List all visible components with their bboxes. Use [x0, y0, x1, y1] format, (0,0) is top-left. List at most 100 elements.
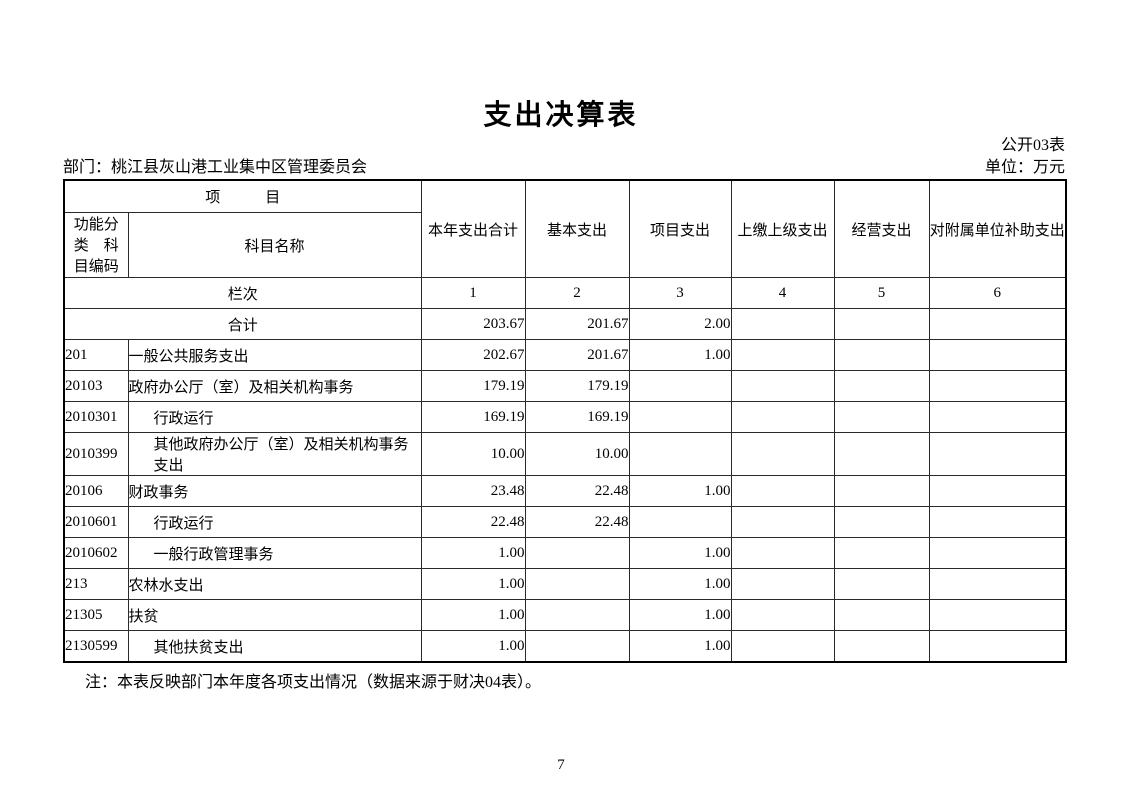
row-value-cell	[833, 630, 930, 663]
row-value-cell	[730, 401, 835, 433]
lanci-label-cell: 栏次	[63, 277, 422, 309]
row-code-cell: 20103	[63, 370, 129, 402]
row-value-cell	[928, 370, 1067, 402]
row-value-cell: 1.00	[420, 630, 526, 663]
row-value-cell	[928, 537, 1067, 569]
row-name-cell: 一般行政管理事务	[127, 537, 422, 569]
row-value-cell	[730, 630, 835, 663]
row-name-cell: 其他政府办公厅（室）及相关机构事务支出	[127, 432, 422, 476]
row-name-cell: 一般公共服务支出	[127, 339, 422, 371]
total-value-cell: 203.67	[420, 308, 526, 340]
table-note: 注：本表反映部门本年度各项支出情况（数据来源于财决04表）。	[85, 674, 542, 691]
row-value-cell: 22.48	[420, 506, 526, 538]
lanci-number-cell: 6	[928, 277, 1067, 309]
row-value-cell	[628, 370, 732, 402]
row-value-cell: 202.67	[420, 339, 526, 371]
table-code-label: 公开03表	[1000, 137, 1065, 154]
row-value-cell: 1.00	[420, 599, 526, 631]
page-number: 7	[557, 757, 565, 773]
row-value-cell	[730, 568, 835, 600]
row-name-cell: 政府办公厅（室）及相关机构事务	[127, 370, 422, 402]
table-row: 2010399 其他政府办公厅（室）及相关机构事务支出 10.00 10.00	[63, 432, 1067, 476]
row-value-cell	[833, 432, 930, 476]
table-row: 2010602 一般行政管理事务 1.00 1.00	[63, 537, 1067, 569]
lanci-number-cell: 4	[730, 277, 835, 309]
row-value-cell	[730, 506, 835, 538]
row-code-cell: 2010301	[63, 401, 129, 433]
row-code-cell: 21305	[63, 599, 129, 631]
header-subject-name: 科目名称	[127, 212, 422, 278]
header-basic-expenditure: 基本支出	[524, 179, 630, 278]
table-row: 2130599 其他扶贫支出 1.00 1.00	[63, 630, 1067, 663]
header-project-expenditure: 项目支出	[628, 179, 732, 278]
row-value-cell	[524, 630, 630, 663]
header-operating-expenditure: 经营支出	[833, 179, 930, 278]
row-value-cell	[928, 599, 1067, 631]
meta-row: 部门：桃江县灰山港工业集中区管理委员会 单位：万元	[63, 157, 1065, 178]
row-name-cell: 行政运行	[127, 506, 422, 538]
lanci-number-cell: 3	[628, 277, 732, 309]
unit-label: 单位：万元	[984, 159, 1065, 176]
table-row: 20103 政府办公厅（室）及相关机构事务 179.19 179.19	[63, 370, 1067, 402]
total-value-cell	[833, 308, 930, 340]
row-value-cell	[833, 537, 930, 569]
total-label-cell: 合计	[63, 308, 422, 340]
total-row: 合计 203.67 201.67 2.00	[63, 308, 1067, 340]
row-value-cell: 169.19	[524, 401, 630, 433]
row-value-cell: 1.00	[628, 630, 732, 663]
row-value-cell	[524, 568, 630, 600]
table-row: 2010601 行政运行 22.48 22.48	[63, 506, 1067, 538]
header-subsidy-expenditure: 对附属单位补助支出	[928, 179, 1067, 278]
row-value-cell	[730, 599, 835, 631]
row-value-cell	[928, 339, 1067, 371]
header-project-group: 项 目	[63, 179, 422, 213]
lanci-number-cell: 5	[833, 277, 930, 309]
row-value-cell: 23.48	[420, 475, 526, 507]
row-value-cell	[833, 339, 930, 371]
row-value-cell	[833, 568, 930, 600]
row-value-cell	[628, 506, 732, 538]
header-upward-payment: 上缴上级支出	[730, 179, 835, 278]
row-value-cell	[628, 401, 732, 433]
row-code-cell: 20106	[63, 475, 129, 507]
row-value-cell	[524, 599, 630, 631]
column-index-row: 栏次 1 2 3 4 5 6	[63, 277, 1067, 309]
header-function-code: 功能分 类 科 目编码	[63, 212, 129, 278]
row-name-cell: 扶贫	[127, 599, 422, 631]
department-label: 部门：桃江县灰山港工业集中区管理委员会	[63, 159, 368, 176]
row-value-cell	[928, 630, 1067, 663]
row-code-cell: 2010601	[63, 506, 129, 538]
row-name-cell: 行政运行	[127, 401, 422, 433]
row-value-cell	[833, 370, 930, 402]
row-value-cell	[928, 568, 1067, 600]
page-title: 支出决算表	[483, 100, 639, 131]
row-value-cell	[928, 401, 1067, 433]
table-row: 2010301 行政运行 169.19 169.19	[63, 401, 1067, 433]
row-value-cell: 1.00	[628, 568, 732, 600]
row-code-cell: 201	[63, 339, 129, 371]
row-value-cell	[833, 599, 930, 631]
expenditure-table: 项 目 本年支出合计 基本支出 项目支出 上缴上级支出 经营支出 对附属单位补助…	[63, 179, 1068, 663]
table-row: 20106 财政事务 23.48 22.48 1.00	[63, 475, 1067, 507]
row-name-cell: 农林水支出	[127, 568, 422, 600]
row-code-cell: 2010399	[63, 432, 129, 476]
row-value-cell	[833, 506, 930, 538]
row-value-cell	[730, 370, 835, 402]
row-value-cell: 10.00	[420, 432, 526, 476]
total-value-cell	[730, 308, 835, 340]
total-value-cell: 2.00	[628, 308, 732, 340]
row-value-cell	[730, 432, 835, 476]
row-value-cell: 1.00	[420, 537, 526, 569]
lanci-number-cell: 1	[420, 277, 526, 309]
row-value-cell: 1.00	[628, 339, 732, 371]
row-value-cell	[730, 339, 835, 371]
table-row: 21305 扶贫 1.00 1.00	[63, 599, 1067, 631]
row-value-cell	[730, 475, 835, 507]
row-code-cell: 2010602	[63, 537, 129, 569]
row-code-cell: 213	[63, 568, 129, 600]
row-value-cell	[833, 401, 930, 433]
header-total-expenditure: 本年支出合计	[420, 179, 526, 278]
total-value-cell: 201.67	[524, 308, 630, 340]
row-value-cell: 22.48	[524, 506, 630, 538]
